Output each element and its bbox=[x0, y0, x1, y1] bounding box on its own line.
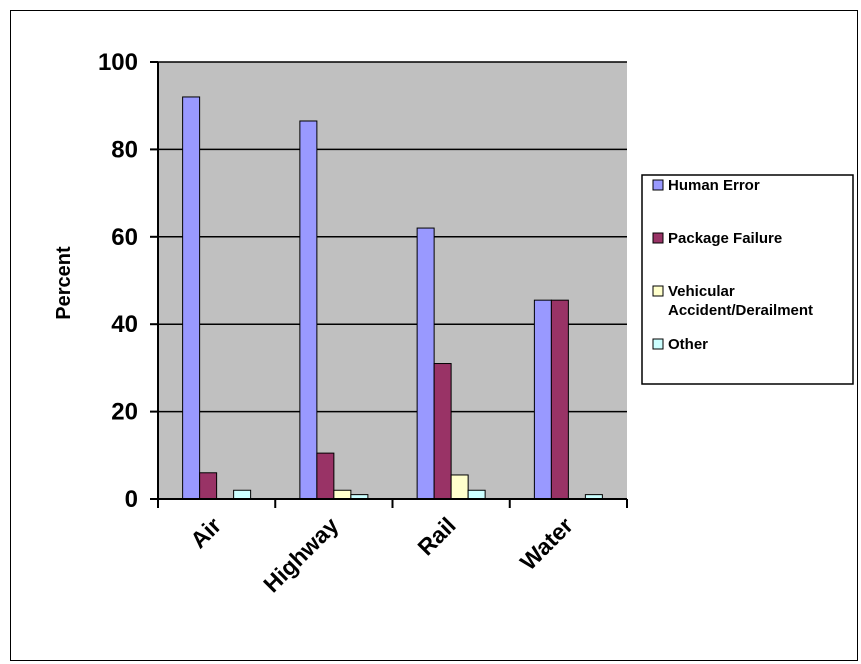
legend: Human Error Package Failure Vehicular Accid… bbox=[641, 174, 854, 385]
y-tick-label: 80 bbox=[111, 136, 138, 163]
bar bbox=[550, 299, 569, 500]
plot-area bbox=[158, 61, 627, 500]
legend-swatch bbox=[652, 285, 664, 297]
legend-swatch bbox=[652, 232, 664, 244]
y-tick-label: 100 bbox=[98, 49, 138, 76]
legend-label: Vehicular bbox=[668, 283, 735, 300]
y-axis-title: Percent bbox=[53, 246, 75, 320]
y-tick-label: 40 bbox=[111, 311, 138, 338]
y-tick-label: 60 bbox=[111, 224, 138, 251]
legend-label: Package Failure bbox=[668, 230, 782, 247]
x-tick-label: Air bbox=[185, 512, 226, 553]
bar bbox=[316, 452, 335, 500]
legend-swatch bbox=[652, 338, 664, 350]
legend-box bbox=[641, 174, 854, 385]
x-tick-label: Rail bbox=[412, 512, 460, 560]
y-tick-label: 20 bbox=[111, 399, 138, 426]
bar bbox=[433, 363, 452, 500]
bar bbox=[416, 227, 435, 500]
bar bbox=[450, 474, 469, 500]
legend-label: Other bbox=[668, 336, 708, 353]
bar bbox=[533, 299, 552, 500]
legend-label: Human Error bbox=[668, 177, 760, 194]
bar bbox=[233, 489, 252, 500]
legend-label: Accident/Derailment bbox=[668, 302, 813, 319]
x-tick-label: Water bbox=[515, 512, 578, 575]
bar bbox=[299, 120, 318, 500]
y-tick-label: 0 bbox=[125, 486, 138, 513]
bar bbox=[467, 489, 486, 500]
bar bbox=[333, 489, 352, 500]
legend-swatch bbox=[652, 179, 664, 191]
bar bbox=[199, 472, 218, 500]
x-tick-label: Highway bbox=[258, 512, 343, 597]
bar bbox=[182, 96, 201, 500]
